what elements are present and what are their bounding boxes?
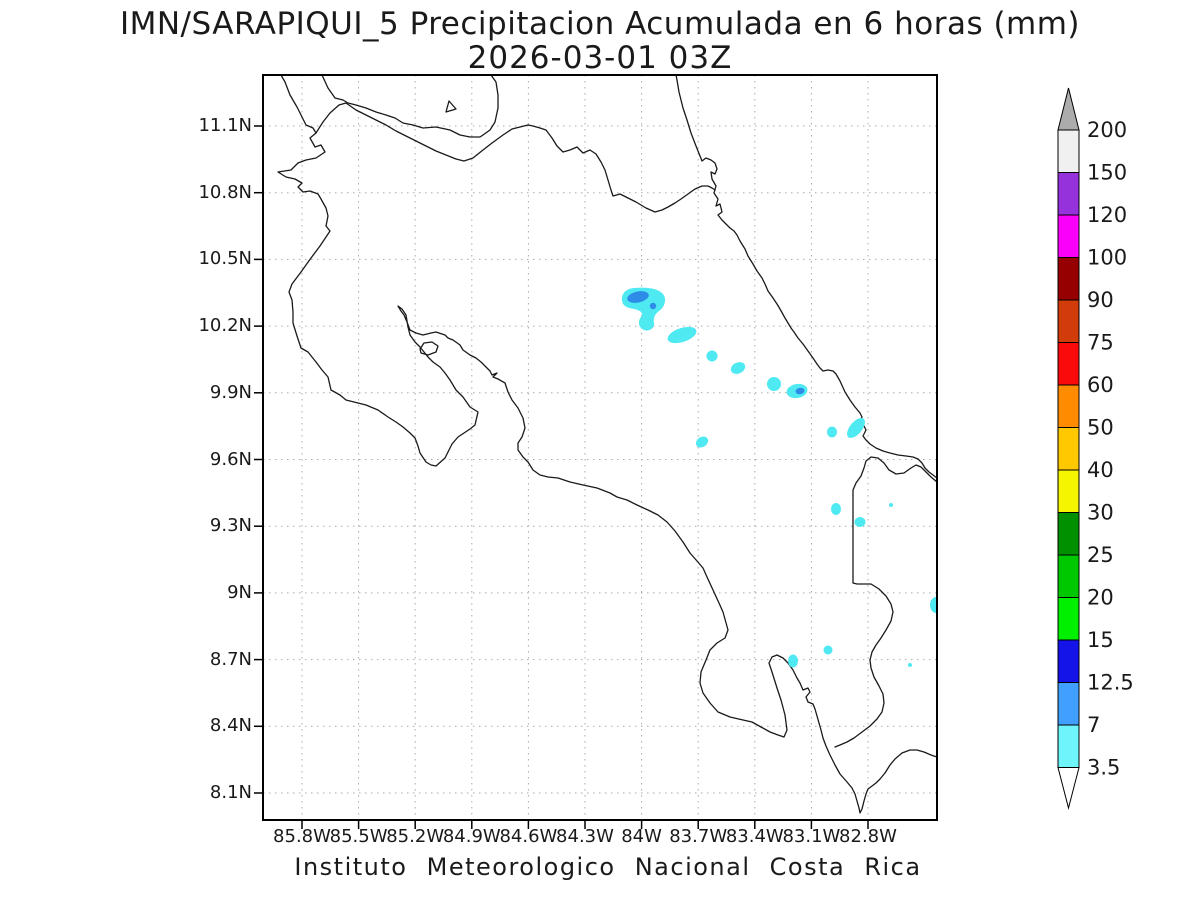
coastline-path [834,456,937,748]
x-tick-label: 82.8W [839,826,897,847]
x-tick-label: 84.9W [442,826,501,847]
colorbar-under-arrow [1057,767,1080,810]
colorbar-label: 50 [1087,416,1114,440]
colorbar-segment [1057,554,1080,598]
x-tick-label: 85.8W [273,826,331,847]
x-tick-label: 83.4W [725,826,784,847]
colorbar-label: 7 [1087,713,1100,737]
colorbar-label: 90 [1087,288,1114,312]
precip-area-cyan [847,418,865,438]
y-tick-label: 8.4N [209,715,252,737]
y-tick-label: 9.3N [209,515,252,537]
y-tick-label: 10.2N [198,315,252,337]
y-tick-label: 8.1N [209,782,252,803]
y-tick-label: 9.9N [209,381,252,403]
colorbar-segment [1057,257,1080,301]
precip-area-blue [795,387,805,395]
colorbar-label: 25 [1087,543,1114,567]
colorbar-segment [1057,129,1080,173]
y-tick-label: 11.1N [198,115,252,136]
precip-area-blue [627,291,649,303]
colorbar-segment [1057,597,1080,641]
coastline-path [445,100,457,113]
precip-area-blue [649,302,657,310]
precip-area-cyan [767,377,781,391]
coastline-layer [277,75,937,814]
colorbar-label: 60 [1087,373,1114,397]
y-tick-label: 9N [227,581,252,603]
colorbar-segment [1057,469,1080,513]
precip-area-cyan [788,654,798,668]
precip-area-cyan [930,597,937,613]
x-tick-label: 85.2W [386,826,445,847]
colorbar-segment [1057,427,1080,471]
precip-area-cyan [667,326,697,344]
colorbar-segment [1057,214,1080,258]
precip-area-cyan [695,436,709,448]
footer-caption: Instituto Meteorologico Nacional Costa R… [294,853,922,881]
precip-area-cyan [706,350,718,362]
colorbar-label: 75 [1087,331,1114,355]
y-tick-label: 9.6N [209,448,252,470]
colorbar-label: 12.5 [1087,671,1134,695]
colorbar-segment [1057,299,1080,343]
precipitation-layer [621,287,937,668]
colorbar-label: 200 [1087,118,1127,142]
coastline-path [419,341,439,356]
colorbar-label: 3.5 [1087,756,1120,780]
precip-area-cyan [730,362,746,374]
precip-area-cyan [827,426,837,438]
colorbar-segment [1057,639,1080,683]
x-tick-label: 83.1W [782,826,841,847]
title-line-1: IMN/SARAPIQUI_5 Precipitacion Acumulada … [119,6,1081,42]
coastline-path [277,75,937,814]
colorbar-label: 100 [1087,246,1127,270]
colorbar-segment [1057,682,1080,726]
precip-area-cyan [831,503,841,515]
colorbar-segment [1057,172,1080,216]
grid-layer [254,75,937,829]
colorbar-label: 30 [1087,501,1114,525]
coastline-path [675,75,937,479]
colorbar-segment [1057,342,1080,386]
x-tick-label: 85.5W [329,826,388,847]
figure-title: IMN/SARAPIQUI_5 Precipitacion Acumulada … [0,6,1200,75]
colorbar-label: 150 [1087,161,1127,185]
colorbar-label: 20 [1087,586,1114,610]
x-tick-label: 84.6W [499,826,558,847]
y-tick-label: 8.7N [209,648,252,670]
precip-area-cyan [854,517,866,527]
x-tick-label: 84.3W [556,826,614,847]
coastline-path [321,75,499,138]
precip-area-cyan [823,645,833,655]
precip-area-cyan [889,503,893,507]
x-tick-label: 84W [621,826,662,847]
colorbar-segment [1057,384,1080,428]
title-line-2: 2026-03-01 03Z [467,40,733,76]
plot-border [262,74,938,821]
x-tick-label: 83.7W [669,826,728,847]
colorbar-over-arrow [1057,87,1080,131]
colorbar-segment [1057,724,1080,768]
y-tick-label: 10.5N [198,248,252,270]
precip-area-cyan [908,663,912,667]
colorbar-label: 120 [1087,203,1127,227]
coastline-path [315,102,716,213]
colorbar-label: 15 [1087,628,1114,652]
colorbar: 3.5 7 12.5 15 20 25 30 40 50 60 75 90 100 120 150 200 [1057,87,1134,810]
colorbar-label: 40 [1087,458,1114,482]
y-tick-label: 10.8N [198,181,252,203]
colorbar-segment [1057,512,1080,556]
